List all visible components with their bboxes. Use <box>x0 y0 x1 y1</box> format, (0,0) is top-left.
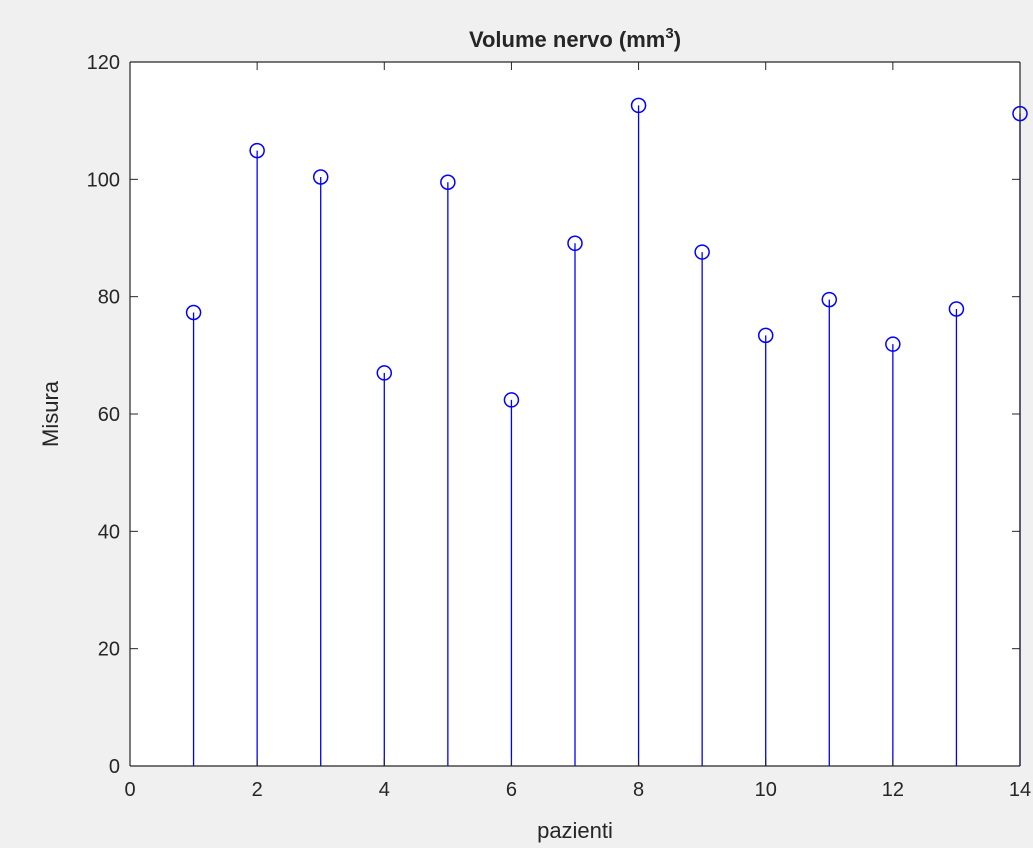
axes-frame <box>129 61 1021 767</box>
data-point-marker <box>249 142 265 159</box>
x-tick-label: 8 <box>633 779 644 801</box>
x-tick-label: 6 <box>506 779 517 801</box>
data-point-marker <box>503 392 520 408</box>
data-point-marker <box>567 235 583 252</box>
x-tick-label: 12 <box>882 779 904 801</box>
data-point-marker <box>694 244 710 260</box>
y-axis-label: Misura <box>38 380 63 447</box>
data-point-marker <box>440 174 456 191</box>
y-tick-labels: 0 20 40 60 80 100 120 <box>87 52 120 778</box>
x-tick-label: 2 <box>252 779 263 801</box>
x-axis-label: pazienti <box>537 818 613 843</box>
y-tick-label: 20 <box>98 639 120 661</box>
chart-title: Volume nervo (mm3) <box>469 25 681 52</box>
data-point-marker <box>757 327 774 344</box>
stem-series <box>185 97 1028 766</box>
x-tick-label: 10 <box>755 779 777 801</box>
y-tick-label: 120 <box>87 52 120 74</box>
y-tick-label: 40 <box>98 521 120 543</box>
y-tick-label: 60 <box>98 404 120 426</box>
x-tick-labels: 0 2 4 6 8 10 12 14 <box>124 779 1031 801</box>
y-tick-label: 100 <box>87 169 120 191</box>
x-tick-label: 0 <box>124 779 135 801</box>
data-point-marker <box>630 97 647 114</box>
y-tick-label: 80 <box>98 287 120 309</box>
data-point-marker <box>948 301 965 317</box>
data-point-marker <box>376 365 393 381</box>
data-point-marker <box>312 169 329 185</box>
x-tick-label: 4 <box>379 779 390 801</box>
data-point-marker <box>885 336 901 352</box>
data-point-marker <box>185 304 202 321</box>
y-tick-label: 0 <box>109 756 120 778</box>
x-tick-label: 14 <box>1009 779 1031 801</box>
data-point-marker <box>821 291 838 308</box>
